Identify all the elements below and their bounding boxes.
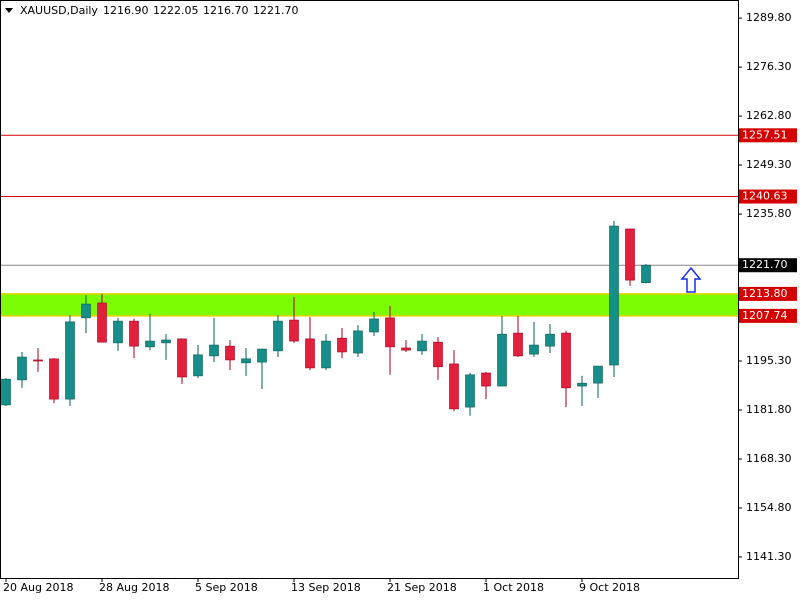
zone-label: 1213.80 — [742, 287, 788, 300]
candle-body — [465, 374, 475, 408]
candle-body — [209, 344, 219, 357]
candle-body — [97, 302, 107, 343]
candle-body — [1, 378, 11, 406]
candle-body — [417, 340, 427, 352]
candle-body — [353, 330, 363, 354]
candle-body — [641, 264, 651, 283]
y-tick-label: 1195.30 — [746, 354, 792, 367]
x-tick-label: 1 Oct 2018 — [483, 581, 544, 594]
candle-body — [401, 347, 411, 351]
y-tick-label: 1141.30 — [746, 550, 792, 563]
plot-frame — [0, 0, 739, 579]
candle-body — [305, 338, 315, 369]
candle-body — [225, 345, 235, 361]
candle-body — [337, 337, 347, 353]
candle-body — [561, 332, 571, 389]
level-label-box — [739, 189, 797, 204]
chart-title: XAUUSD,Daily — [20, 4, 98, 17]
candle-body — [241, 358, 251, 364]
candle-body — [449, 363, 459, 410]
candle-body — [577, 382, 587, 387]
candle-body — [81, 303, 91, 319]
candle-body — [257, 348, 267, 363]
level-label-box — [739, 128, 797, 143]
candle-body — [129, 320, 139, 347]
x-tick-label: 5 Sep 2018 — [195, 581, 258, 594]
candle-body — [593, 365, 603, 384]
candle-body — [17, 356, 27, 381]
candle-body — [321, 340, 331, 369]
zone-label-box — [739, 286, 797, 301]
x-tick-label: 21 Sep 2018 — [387, 581, 457, 594]
y-tick-label: 1249.30 — [746, 158, 792, 171]
y-tick-label: 1262.80 — [746, 109, 792, 122]
candle-body — [289, 319, 299, 342]
menu-triangle — [5, 8, 13, 13]
candle-body — [161, 339, 171, 344]
candle-body — [433, 341, 443, 368]
candle-body — [33, 359, 43, 362]
level-label: 1257.51 — [742, 128, 788, 141]
candle-body — [513, 332, 523, 357]
level-label: 1221.70 — [742, 258, 788, 271]
candle-body — [497, 333, 507, 387]
candle-body — [529, 344, 539, 355]
level-label: 1240.63 — [742, 190, 788, 203]
header-close: 1221.70 — [253, 4, 299, 17]
candle-body — [273, 320, 283, 352]
y-tick-label: 1289.80 — [746, 11, 792, 24]
candle-body — [145, 340, 155, 348]
x-tick-label: 9 Oct 2018 — [579, 581, 640, 594]
candle-body — [385, 317, 395, 348]
up-arrow — [680, 266, 702, 293]
candle-body — [177, 338, 187, 378]
candle-body — [193, 354, 203, 377]
x-tick-label: 20 Aug 2018 — [3, 581, 73, 594]
candle-body — [609, 225, 619, 366]
support-zone — [0, 293, 738, 316]
y-tick-label: 1154.80 — [746, 501, 792, 514]
header-open: 1216.90 — [103, 4, 149, 17]
level-label-box — [739, 258, 797, 273]
candle-body — [481, 372, 491, 387]
zone-label: 1207.74 — [742, 309, 788, 322]
candle-body — [625, 228, 635, 281]
y-tick-label: 1181.80 — [746, 403, 792, 416]
candle-body — [545, 333, 555, 347]
y-tick-label: 1276.30 — [746, 60, 792, 73]
candle-body — [49, 358, 59, 400]
candle-body — [113, 320, 123, 344]
header-low: 1216.70 — [203, 4, 249, 17]
candle-body — [65, 321, 75, 400]
y-tick-label: 1168.30 — [746, 452, 792, 465]
x-tick-label: 28 Aug 2018 — [99, 581, 169, 594]
y-tick-label: 1235.80 — [746, 207, 792, 220]
x-tick-label: 13 Sep 2018 — [291, 581, 361, 594]
zone-label-box — [739, 308, 797, 323]
header-high: 1222.05 — [153, 4, 199, 17]
candle-body — [369, 318, 379, 333]
